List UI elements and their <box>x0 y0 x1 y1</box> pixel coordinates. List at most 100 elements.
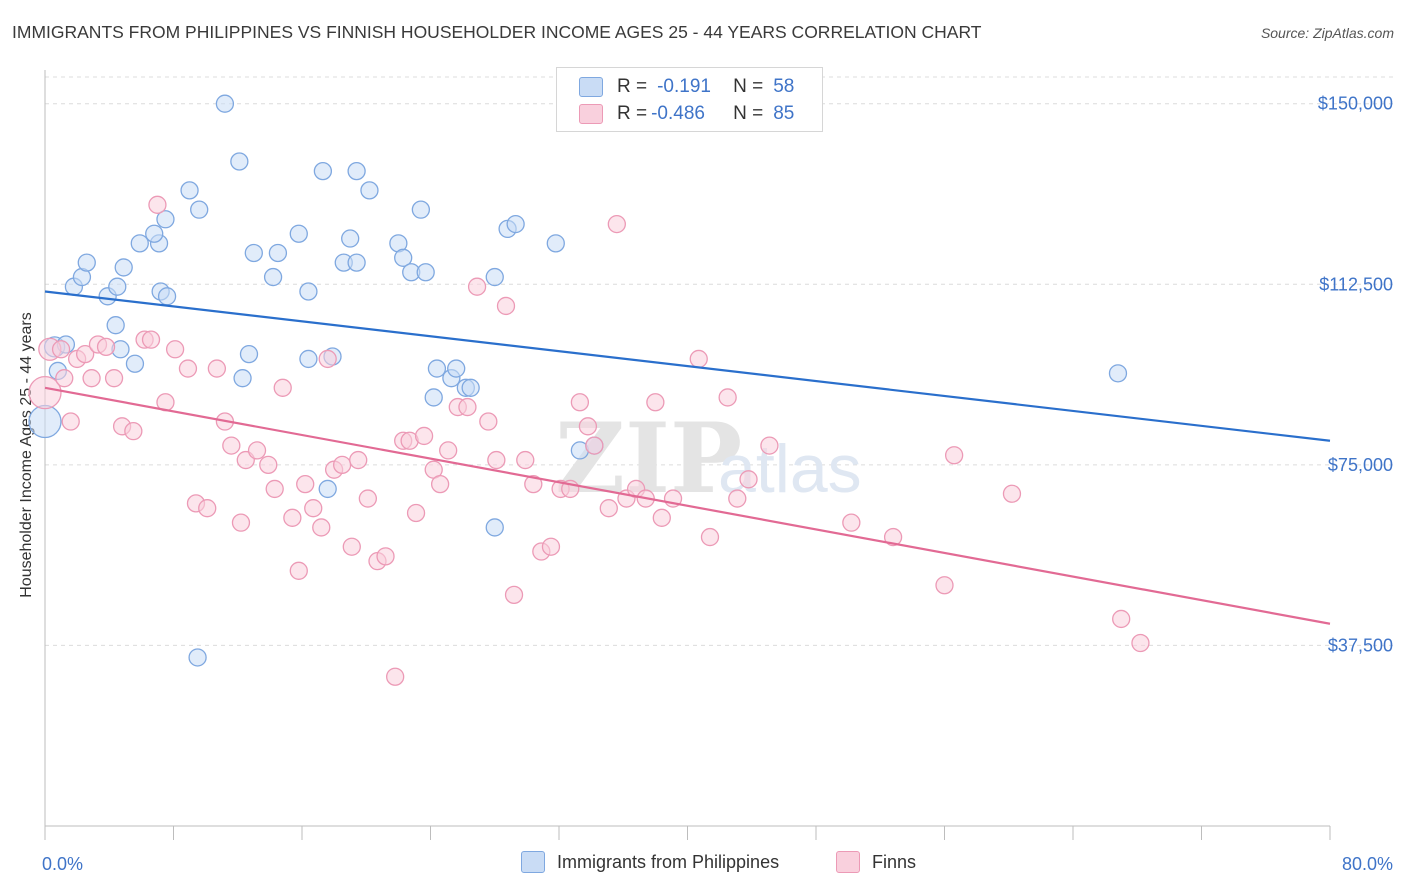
point-finns <box>376 547 395 566</box>
point-finns <box>883 527 903 547</box>
point-finns <box>386 667 405 686</box>
point-finns <box>333 455 352 475</box>
legend-r-label: R = <box>617 103 648 124</box>
point-philippines <box>106 316 125 335</box>
point-philippines <box>546 234 565 253</box>
point-finns <box>96 337 116 357</box>
chart-title: IMMIGRANTS FROM PHILIPPINES VS FINNISH H… <box>12 22 982 42</box>
point-finns <box>51 340 71 359</box>
point-finns <box>141 330 161 349</box>
point-finns <box>430 474 450 494</box>
point-philippines <box>108 277 127 296</box>
point-finns <box>349 450 368 470</box>
point-philippines <box>1108 364 1128 383</box>
point-finns <box>148 195 167 214</box>
point-philippines <box>268 243 288 263</box>
point-philippines <box>180 181 199 200</box>
point-finns <box>231 513 251 532</box>
point-philippines <box>485 518 504 537</box>
point-finns <box>760 436 779 455</box>
point-finns <box>689 349 708 369</box>
point-philippines <box>215 94 235 113</box>
point-philippines <box>447 359 466 378</box>
bottom-legend-finns: Finns <box>836 851 916 873</box>
point-philippines <box>427 359 447 378</box>
point-philippines <box>485 267 504 287</box>
point-finns <box>222 436 241 455</box>
legend-n-label: N = <box>733 76 764 97</box>
point-philippines <box>347 253 366 272</box>
point-finns <box>247 441 267 460</box>
point-philippines <box>347 161 366 181</box>
point-finns <box>61 412 80 431</box>
point-philippines <box>263 267 283 287</box>
point-finns <box>842 513 861 532</box>
point-finns <box>414 426 434 446</box>
point-finns <box>283 508 302 527</box>
point-philippines <box>289 224 308 243</box>
point-philippines <box>156 210 175 229</box>
legend-r-value-philippines: -0.191 <box>657 76 711 97</box>
y-tick-label: $37,500 <box>1328 635 1393 655</box>
point-philippines <box>424 388 443 407</box>
point-finns <box>358 489 378 508</box>
point-finns <box>28 375 62 410</box>
point-finns <box>76 344 95 364</box>
point-finns <box>342 537 361 556</box>
point-finns <box>700 527 720 547</box>
legend-n-value-philippines: 58 <box>773 76 795 97</box>
bottom-legend-label-finns: Finns <box>872 851 917 872</box>
point-philippines <box>130 234 149 253</box>
point-finns <box>487 450 506 470</box>
legend-n-label: N = <box>733 103 764 124</box>
point-finns <box>82 369 101 388</box>
point-finns <box>944 446 964 465</box>
point-finns <box>198 499 217 518</box>
point-finns <box>467 277 487 296</box>
point-philippines <box>190 200 209 219</box>
point-finns <box>207 359 227 378</box>
point-finns <box>304 499 323 518</box>
point-philippines <box>77 253 96 272</box>
point-philippines <box>230 152 249 171</box>
point-finns <box>104 369 124 388</box>
point-finns <box>652 508 671 527</box>
correlation-legend: R = -0.191 N = 58 R = -0.486 N = 85 <box>556 67 823 132</box>
bottom-legend-swatch-philippines <box>521 851 545 873</box>
x-tick-label-min: 0.0% <box>42 854 83 874</box>
point-philippines <box>239 344 259 364</box>
point-finns <box>585 436 604 455</box>
point-philippines <box>244 243 263 263</box>
point-finns <box>312 518 331 537</box>
point-philippines <box>313 161 333 181</box>
point-finns <box>1002 484 1022 503</box>
axes <box>44 70 1331 840</box>
y-tick-label: $75,000 <box>1328 455 1393 475</box>
point-finns <box>1131 633 1150 653</box>
point-finns <box>578 417 598 436</box>
point-finns <box>273 378 292 397</box>
point-finns <box>570 393 590 412</box>
point-finns <box>439 441 458 460</box>
legend-r-value-finns: -0.486 <box>651 103 705 124</box>
point-philippines <box>125 354 145 373</box>
point-finns <box>289 561 308 580</box>
point-philippines <box>506 214 525 234</box>
point-finns <box>516 450 535 470</box>
point-finns <box>265 479 284 499</box>
legend-r-label: R = <box>617 76 648 97</box>
point-finns <box>124 421 143 441</box>
point-finns <box>504 585 524 605</box>
point-philippines <box>416 263 435 282</box>
point-finns <box>458 397 477 417</box>
point-finns <box>607 214 626 234</box>
point-philippines <box>360 181 379 200</box>
point-philippines <box>394 248 413 267</box>
bottom-legend-philippines: Immigrants from Philippines <box>521 851 779 873</box>
x-tick-label-max: 80.0% <box>1342 854 1393 874</box>
point-philippines <box>461 378 480 397</box>
point-finns <box>718 388 737 407</box>
point-finns <box>479 412 498 431</box>
trend-lines <box>44 290 1331 625</box>
